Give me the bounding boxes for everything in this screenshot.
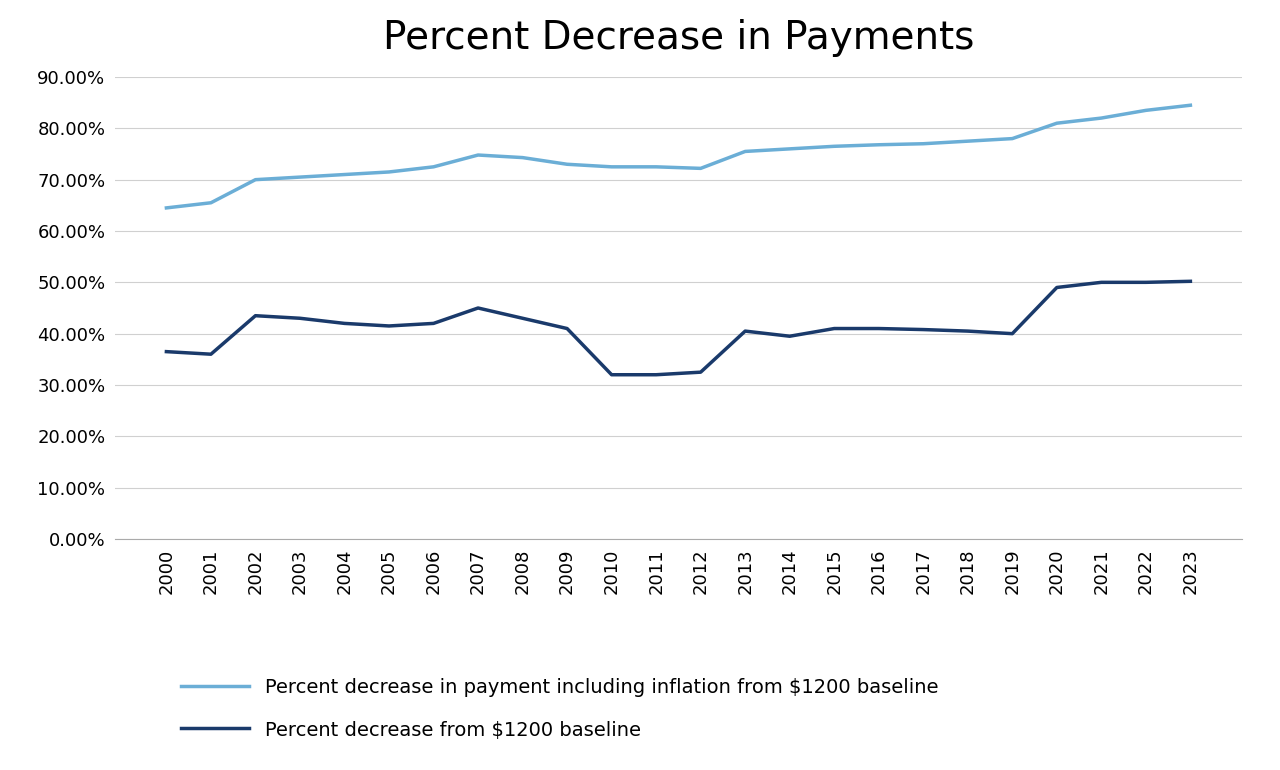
Percent decrease from $1200 baseline [737,326,753,336]
Title: Percent Decrease in Payments: Percent Decrease in Payments [383,19,974,57]
Percent decrease from $1200 baseline [515,313,530,323]
Percent decrease from $1200 baseline [159,347,174,357]
Percent decrease in payment including inflation from $1200 baseline [1050,119,1065,128]
Percent decrease from $1200 baseline [426,319,442,328]
Percent decrease from $1200 baseline [649,370,664,380]
Percent decrease in payment including inflation from $1200 baseline [960,136,975,146]
Percent decrease in payment including inflation from $1200 baseline [872,140,887,149]
Line: Percent decrease in payment including inflation from $1200 baseline: Percent decrease in payment including in… [166,105,1190,208]
Percent decrease in payment including inflation from $1200 baseline [292,172,307,182]
Percent decrease from $1200 baseline [1050,283,1065,292]
Percent decrease in payment including inflation from $1200 baseline [470,150,485,159]
Percent decrease from $1200 baseline [872,324,887,333]
Percent decrease from $1200 baseline [1138,278,1153,287]
Percent decrease from $1200 baseline [1093,278,1108,287]
Percent decrease from $1200 baseline [692,367,708,377]
Percent decrease from $1200 baseline [204,350,219,359]
Percent decrease from $1200 baseline [915,325,931,334]
Percent decrease from $1200 baseline [827,324,842,333]
Percent decrease in payment including inflation from $1200 baseline [692,164,708,173]
Percent decrease from $1200 baseline [381,321,397,330]
Percent decrease from $1200 baseline [292,313,307,323]
Percent decrease in payment including inflation from $1200 baseline [649,162,664,172]
Percent decrease in payment including inflation from $1200 baseline [248,175,264,184]
Percent decrease in payment including inflation from $1200 baseline [1005,134,1020,143]
Line: Percent decrease from $1200 baseline: Percent decrease from $1200 baseline [166,281,1190,375]
Percent decrease from $1200 baseline [470,303,485,313]
Percent decrease in payment including inflation from $1200 baseline [827,142,842,151]
Percent decrease from $1200 baseline [248,311,264,320]
Percent decrease in payment including inflation from $1200 baseline [159,203,174,213]
Percent decrease in payment including inflation from $1200 baseline [559,159,575,169]
Percent decrease from $1200 baseline [1183,276,1198,286]
Percent decrease from $1200 baseline [1005,329,1020,338]
Percent decrease in payment including inflation from $1200 baseline [1183,101,1198,110]
Percent decrease in payment including inflation from $1200 baseline [1093,113,1108,122]
Percent decrease in payment including inflation from $1200 baseline [426,162,442,172]
Percent decrease from $1200 baseline [559,324,575,333]
Percent decrease in payment including inflation from $1200 baseline [915,139,931,149]
Percent decrease in payment including inflation from $1200 baseline [737,147,753,156]
Percent decrease from $1200 baseline [604,370,620,380]
Percent decrease in payment including inflation from $1200 baseline [515,153,530,162]
Percent decrease in payment including inflation from $1200 baseline [381,167,397,176]
Legend: Percent decrease in payment including inflation from $1200 baseline, Percent dec: Percent decrease in payment including in… [182,678,938,740]
Percent decrease in payment including inflation from $1200 baseline [1138,105,1153,115]
Percent decrease from $1200 baseline [960,326,975,336]
Percent decrease in payment including inflation from $1200 baseline [204,198,219,207]
Percent decrease from $1200 baseline [782,332,797,341]
Percent decrease from $1200 baseline [337,319,352,328]
Percent decrease in payment including inflation from $1200 baseline [337,170,352,179]
Percent decrease in payment including inflation from $1200 baseline [604,162,620,172]
Percent decrease in payment including inflation from $1200 baseline [782,144,797,153]
